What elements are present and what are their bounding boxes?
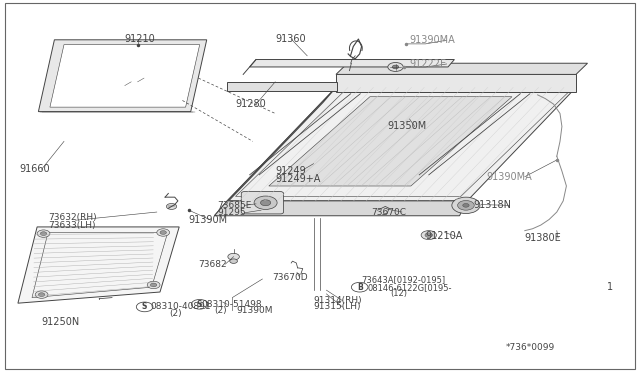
Polygon shape (214, 201, 467, 216)
Text: 91295: 91295 (218, 208, 246, 217)
Circle shape (37, 230, 50, 237)
Polygon shape (48, 100, 182, 106)
Text: 91390MA: 91390MA (486, 172, 532, 182)
Polygon shape (50, 45, 200, 107)
Circle shape (421, 231, 436, 240)
Text: 91250N: 91250N (42, 317, 80, 327)
Text: 08310-51498: 08310-51498 (202, 300, 262, 309)
Circle shape (191, 299, 208, 309)
Text: 91380E: 91380E (525, 233, 561, 243)
Text: 91350M: 91350M (387, 122, 426, 131)
Text: 91210A: 91210A (426, 231, 463, 241)
Circle shape (35, 291, 48, 298)
Text: 91280: 91280 (236, 99, 266, 109)
Polygon shape (38, 40, 207, 112)
Circle shape (452, 197, 480, 214)
Text: *736*0099: *736*0099 (506, 343, 555, 352)
Circle shape (351, 282, 368, 292)
Text: 73633(LH): 73633(LH) (48, 221, 95, 230)
Polygon shape (227, 87, 576, 201)
Text: 91315(LH): 91315(LH) (314, 302, 361, 311)
Text: 91222E: 91222E (410, 59, 447, 69)
Circle shape (458, 201, 474, 210)
Polygon shape (18, 227, 179, 303)
Polygon shape (48, 45, 198, 100)
Text: (2): (2) (214, 306, 227, 315)
Circle shape (150, 283, 157, 287)
Circle shape (228, 253, 239, 260)
Polygon shape (214, 87, 336, 216)
Text: 73682: 73682 (198, 260, 227, 269)
Circle shape (40, 232, 47, 235)
Text: 91314(RH): 91314(RH) (314, 296, 362, 305)
Polygon shape (269, 97, 512, 186)
Text: 91390M: 91390M (189, 215, 228, 225)
Polygon shape (227, 82, 337, 91)
Text: 73685E: 73685E (218, 201, 252, 210)
Circle shape (254, 196, 277, 209)
Text: (12): (12) (390, 289, 408, 298)
Text: 08146-6122G[0195-: 08146-6122G[0195- (368, 283, 452, 292)
Text: 08310-40891: 08310-40891 (150, 302, 211, 311)
Circle shape (463, 203, 469, 207)
Text: 91360: 91360 (275, 34, 306, 44)
Polygon shape (250, 60, 454, 67)
Circle shape (38, 293, 45, 296)
Text: (2): (2) (170, 309, 182, 318)
Circle shape (230, 259, 237, 263)
Text: 91249+A: 91249+A (275, 174, 321, 183)
Text: 73632(RH): 73632(RH) (48, 213, 97, 222)
Circle shape (147, 281, 160, 289)
Circle shape (260, 200, 271, 206)
Polygon shape (336, 74, 576, 92)
Text: 91249: 91249 (275, 166, 306, 176)
FancyBboxPatch shape (241, 192, 284, 214)
Text: 91210: 91210 (125, 34, 156, 44)
Circle shape (157, 229, 170, 236)
Circle shape (425, 233, 433, 237)
Circle shape (392, 65, 399, 69)
Polygon shape (336, 63, 588, 74)
Text: 73670C: 73670C (371, 208, 406, 217)
Text: 91660: 91660 (19, 164, 50, 174)
Text: S: S (142, 302, 147, 311)
Circle shape (160, 231, 166, 234)
Circle shape (136, 302, 153, 312)
Text: 1: 1 (607, 282, 613, 292)
Text: B: B (357, 283, 362, 292)
Text: 73670D: 73670D (272, 273, 308, 282)
Circle shape (388, 62, 403, 71)
Text: 73643A[0192-0195]: 73643A[0192-0195] (362, 275, 445, 284)
Circle shape (166, 203, 177, 209)
Text: 91390M: 91390M (237, 306, 273, 315)
Text: S: S (197, 300, 202, 309)
Text: 91318N: 91318N (474, 201, 511, 210)
Text: 91390MA: 91390MA (410, 35, 455, 45)
